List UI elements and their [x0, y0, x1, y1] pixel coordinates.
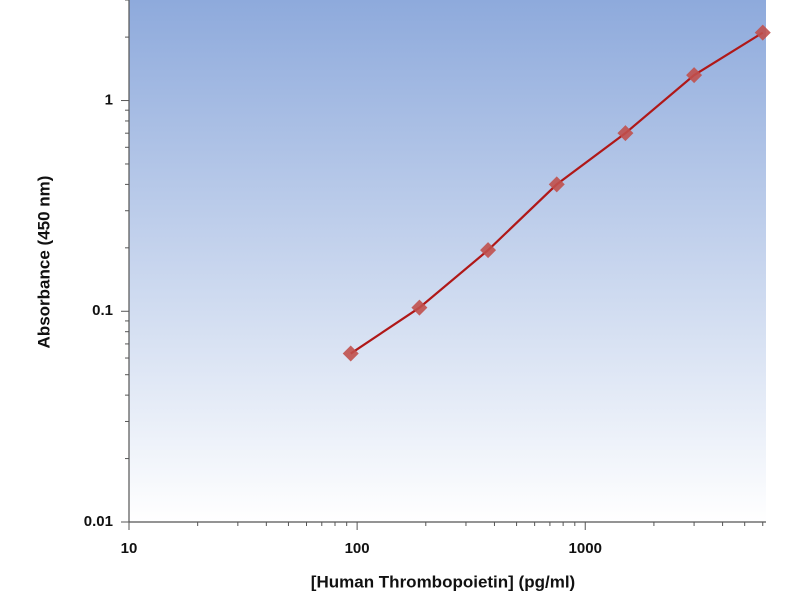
x-tick-label: 100: [345, 540, 370, 557]
plot-area: [129, 0, 766, 522]
point: [617, 125, 634, 142]
point: [754, 24, 771, 41]
y-tick-label: 0.01: [84, 513, 113, 530]
point: [411, 299, 428, 316]
x-tick-label: 10: [121, 540, 138, 557]
point: [686, 67, 703, 84]
x-axis-label: [Human Thrombopoietin] (pg/ml): [311, 572, 575, 591]
point: [548, 176, 565, 193]
y-tick-label: 0.1: [92, 302, 113, 319]
x-tick-label: 1000: [569, 540, 602, 557]
point: [480, 242, 497, 259]
y-tick-label: 1: [105, 92, 113, 109]
y-axis-label: Absorbance (450 nm): [34, 176, 53, 349]
point: [342, 345, 359, 362]
